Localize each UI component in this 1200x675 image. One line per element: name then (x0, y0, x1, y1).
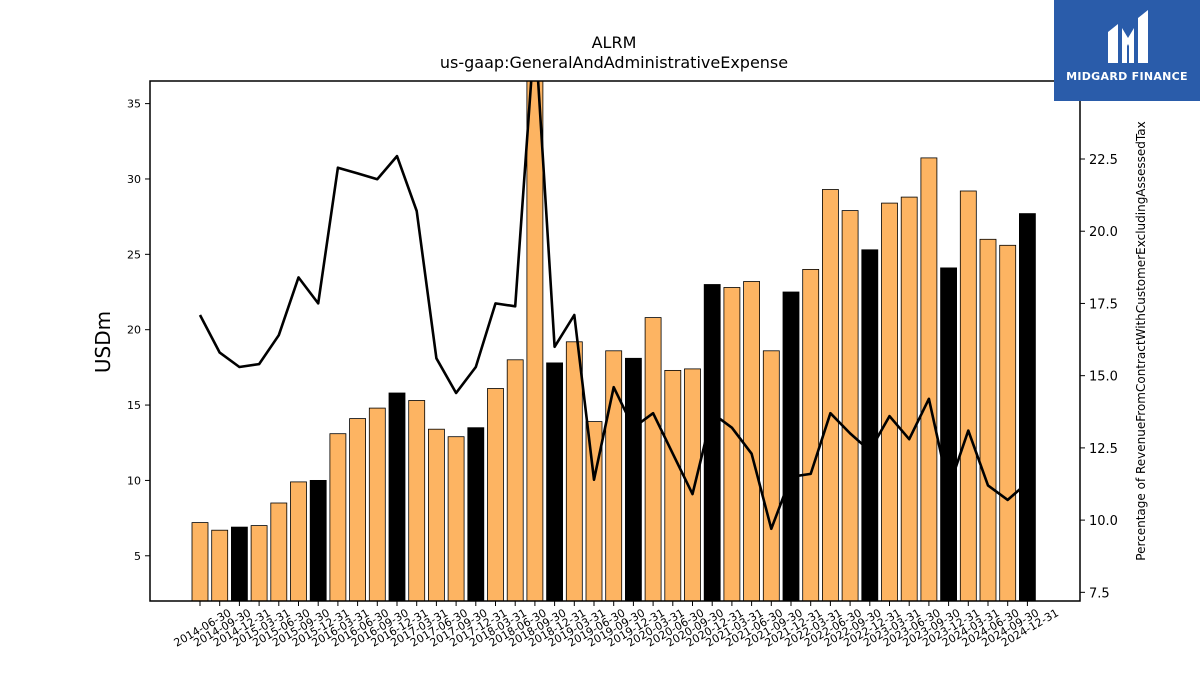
bar-2018-12-31 (546, 362, 563, 601)
bar-2018-09-30 (526, 81, 544, 601)
bar-2014-09-30 (211, 529, 229, 601)
bar-2016-12-31 (388, 392, 406, 601)
bar-2015-09-30 (290, 481, 307, 601)
bar-2015-03-31 (250, 525, 268, 601)
bar-2023-09-30 (920, 157, 938, 601)
bar-2020-09-30 (684, 368, 701, 601)
y-tick-label: 20 (127, 324, 141, 337)
line-series (198, 81, 1029, 531)
plot-frame (149, 80, 1081, 602)
y2-tick-label: 20.0 (1089, 225, 1118, 240)
bar-2022-03-31 (802, 268, 820, 601)
bar-2017-06-30 (427, 428, 445, 601)
ratio-line (198, 81, 1029, 531)
bar-2020-03-31 (644, 317, 662, 601)
y-tick-label: 30 (127, 173, 141, 186)
bar-2014-12-31 (230, 526, 248, 601)
bar-2019-12-31 (625, 357, 642, 601)
bar-2023-06-30 (900, 196, 918, 601)
midgard-logo-icon (1108, 10, 1148, 63)
brand-name: MIDGARD FINANCE (1066, 70, 1188, 83)
y-tick-label: 10 (127, 474, 141, 487)
bar-2024-06-30 (979, 238, 997, 601)
bar-2024-03-31 (959, 190, 977, 601)
bar-2016-03-31 (329, 433, 347, 601)
bar-2018-06-30 (506, 359, 524, 601)
bar-2021-06-30 (743, 281, 760, 601)
bar-2023-12-31 (940, 267, 957, 601)
bar-2022-09-30 (841, 210, 859, 601)
bar-2019-03-31 (565, 341, 583, 601)
bar-2018-03-31 (487, 388, 504, 601)
bar-2021-03-31 (723, 287, 741, 601)
bar-2015-12-31 (309, 479, 327, 601)
y-tick-label: 5 (134, 550, 141, 563)
bar-2021-12-31 (782, 291, 800, 601)
chart-title: ALRM (592, 33, 637, 52)
bar-series (191, 81, 1036, 601)
y2-tick-label: 22.5 (1089, 153, 1118, 168)
bar-2014-06-30 (191, 522, 209, 601)
bar-2017-12-31 (467, 427, 485, 601)
y-tick-label: 35 (127, 98, 141, 111)
y2-tick-label: 12.5 (1089, 442, 1118, 457)
y-tick-label: 25 (127, 248, 141, 261)
bar-2020-12-31 (703, 284, 721, 601)
bar-2024-09-30 (999, 244, 1017, 601)
bar-2024-12-31 (1019, 213, 1036, 601)
chart-subtitle: us-gaap:GeneralAndAdministrativeExpense (440, 53, 788, 72)
bar-2022-06-30 (822, 189, 839, 601)
bar-2023-03-31 (881, 202, 898, 601)
bar-2022-12-31 (861, 249, 879, 601)
bar-2016-09-30 (368, 407, 386, 601)
y2-tick-label: 7.5 (1089, 586, 1110, 601)
bar-2017-09-30 (447, 436, 465, 601)
bar-2015-06-30 (270, 502, 288, 601)
y2-tick-label: 17.5 (1089, 297, 1118, 312)
y2-tick-label: 10.0 (1089, 514, 1118, 529)
bar-2017-03-31 (408, 400, 426, 601)
y2-axis-label: Percentage of RevenueFromContractWithCus… (1134, 121, 1148, 560)
y-axis-label: USDm (91, 311, 115, 373)
axes: 5 10 15 20 25 30 35 7.5 10.0 12.5 15.0 17.5 20.0 22.5… (127, 80, 1118, 650)
bar-2016-06-30 (349, 418, 367, 601)
y-tick-label: 15 (127, 399, 141, 412)
y2-tick-label: 15.0 (1089, 370, 1118, 385)
bar-2021-09-30 (762, 350, 780, 601)
brand-logo: MIDGARD FINANCE (1054, 0, 1200, 101)
bar-2020-06-30 (664, 369, 682, 601)
